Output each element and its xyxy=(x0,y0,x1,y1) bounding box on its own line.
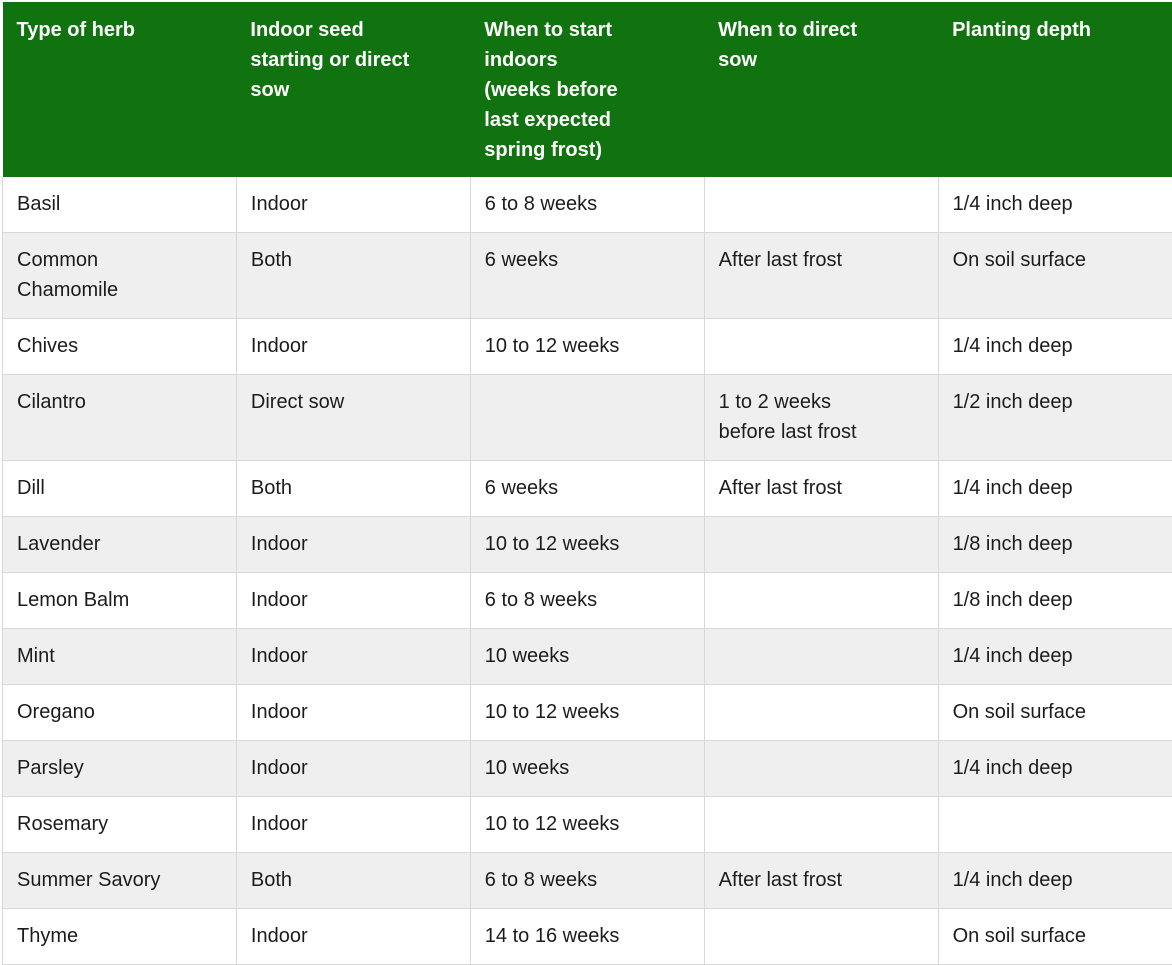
table-row-rosemary: Rosemary Indoor 10 to 12 weeks xyxy=(3,797,1172,853)
direct-sow-cell xyxy=(704,797,938,853)
method-cell: Indoor xyxy=(236,741,470,797)
table-row-chives: Chives Indoor 10 to 12 weeks 1/4 inch de… xyxy=(3,319,1172,375)
herb-cell: Lavender xyxy=(3,517,237,573)
depth-cell: 1/4 inch deep xyxy=(938,741,1172,797)
table-row-common-chamomile: Common Chamomile Both 6 weeks After last… xyxy=(3,233,1172,319)
herb-cell: Rosemary xyxy=(3,797,237,853)
table-row-parsley: Parsley Indoor 10 weeks 1/4 inch deep xyxy=(3,741,1172,797)
start-indoors-cell: 6 weeks xyxy=(470,461,704,517)
depth-cell: 1/4 inch deep xyxy=(938,177,1172,233)
herb-cell: Parsley xyxy=(3,741,237,797)
start-indoors-cell: 10 to 12 weeks xyxy=(470,797,704,853)
header-row: Type of herb Indoor seed starting or dir… xyxy=(3,2,1172,177)
herb-cell: Lemon Balm xyxy=(3,573,237,629)
method-cell: Direct sow xyxy=(236,375,470,461)
method-cell: Indoor xyxy=(236,685,470,741)
direct-sow-cell xyxy=(704,319,938,375)
depth-cell: On soil surface xyxy=(938,685,1172,741)
method-cell: Both xyxy=(236,233,470,319)
method-cell: Indoor xyxy=(236,797,470,853)
direct-sow-cell xyxy=(704,741,938,797)
column-header-when-start-indoors: When to start indoors (weeks before last… xyxy=(470,2,704,177)
start-indoors-cell: 10 to 12 weeks xyxy=(470,517,704,573)
depth-cell: 1/4 inch deep xyxy=(938,629,1172,685)
method-cell: Indoor xyxy=(236,177,470,233)
column-header-indoor-or-direct: Indoor seed starting or direct sow xyxy=(236,2,470,177)
depth-cell: On soil surface xyxy=(938,909,1172,965)
method-cell: Indoor xyxy=(236,629,470,685)
table-row-mint: Mint Indoor 10 weeks 1/4 inch deep xyxy=(3,629,1172,685)
direct-sow-cell: 1 to 2 weeks before last frost xyxy=(704,375,938,461)
method-cell: Indoor xyxy=(236,573,470,629)
start-indoors-cell: 10 to 12 weeks xyxy=(470,685,704,741)
table-row-dill: Dill Both 6 weeks After last frost 1/4 i… xyxy=(3,461,1172,517)
table-row-oregano: Oregano Indoor 10 to 12 weeks On soil su… xyxy=(3,685,1172,741)
direct-sow-cell: After last frost xyxy=(704,853,938,909)
depth-cell: 1/4 inch deep xyxy=(938,853,1172,909)
herb-cell: Dill xyxy=(3,461,237,517)
table-header: Type of herb Indoor seed starting or dir… xyxy=(3,2,1172,177)
herb-cell: Oregano xyxy=(3,685,237,741)
method-cell: Indoor xyxy=(236,909,470,965)
method-cell: Indoor xyxy=(236,319,470,375)
depth-cell xyxy=(938,797,1172,853)
direct-sow-cell xyxy=(704,517,938,573)
depth-cell: 1/8 inch deep xyxy=(938,573,1172,629)
direct-sow-cell xyxy=(704,685,938,741)
depth-cell: 1/4 inch deep xyxy=(938,319,1172,375)
depth-cell: 1/4 inch deep xyxy=(938,461,1172,517)
column-header-type-of-herb: Type of herb xyxy=(3,2,237,177)
start-indoors-cell: 6 weeks xyxy=(470,233,704,319)
direct-sow-cell: After last frost xyxy=(704,233,938,319)
method-cell: Indoor xyxy=(236,517,470,573)
direct-sow-cell xyxy=(704,177,938,233)
start-indoors-cell: 10 weeks xyxy=(470,741,704,797)
herb-cell: Cilantro xyxy=(3,375,237,461)
start-indoors-cell: 6 to 8 weeks xyxy=(470,853,704,909)
herb-cell: Thyme xyxy=(3,909,237,965)
direct-sow-cell xyxy=(704,573,938,629)
start-indoors-cell: 10 to 12 weeks xyxy=(470,319,704,375)
table-row-summer-savory: Summer Savory Both 6 to 8 weeks After la… xyxy=(3,853,1172,909)
herb-cell: Common Chamomile xyxy=(3,233,237,319)
table-row-thyme: Thyme Indoor 14 to 16 weeks On soil surf… xyxy=(3,909,1172,965)
herb-cell: Summer Savory xyxy=(3,853,237,909)
start-indoors-cell: 6 to 8 weeks xyxy=(470,573,704,629)
start-indoors-cell: 10 weeks xyxy=(470,629,704,685)
table-body: Basil Indoor 6 to 8 weeks 1/4 inch deep … xyxy=(3,177,1172,965)
depth-cell: On soil surface xyxy=(938,233,1172,319)
table-row-lavender: Lavender Indoor 10 to 12 weeks 1/8 inch … xyxy=(3,517,1172,573)
herb-cell: Mint xyxy=(3,629,237,685)
direct-sow-cell: After last frost xyxy=(704,461,938,517)
column-header-planting-depth: Planting depth xyxy=(938,2,1172,177)
column-header-when-direct-sow: When to direct sow xyxy=(704,2,938,177)
direct-sow-cell xyxy=(704,909,938,965)
depth-cell: 1/8 inch deep xyxy=(938,517,1172,573)
herb-cell: Basil xyxy=(3,177,237,233)
method-cell: Both xyxy=(236,853,470,909)
start-indoors-cell: 6 to 8 weeks xyxy=(470,177,704,233)
table-row-lemon-balm: Lemon Balm Indoor 6 to 8 weeks 1/8 inch … xyxy=(3,573,1172,629)
depth-cell: 1/2 inch deep xyxy=(938,375,1172,461)
herb-cell: Chives xyxy=(3,319,237,375)
start-indoors-cell xyxy=(470,375,704,461)
direct-sow-cell xyxy=(704,629,938,685)
table-row-basil: Basil Indoor 6 to 8 weeks 1/4 inch deep xyxy=(3,177,1172,233)
method-cell: Both xyxy=(236,461,470,517)
table-row-cilantro: Cilantro Direct sow 1 to 2 weeks before … xyxy=(3,375,1172,461)
start-indoors-cell: 14 to 16 weeks xyxy=(470,909,704,965)
